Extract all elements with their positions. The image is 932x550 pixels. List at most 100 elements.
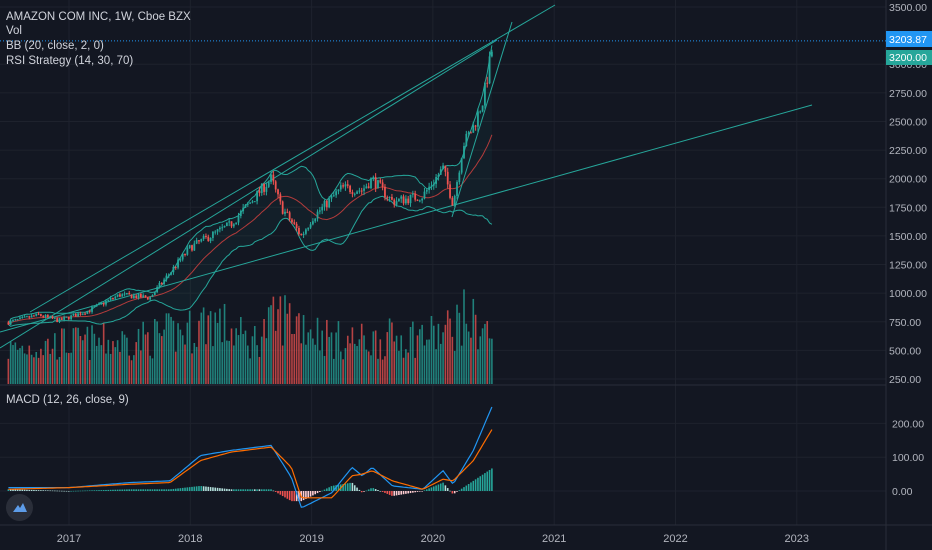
volume-bar xyxy=(135,342,138,384)
volume-bar xyxy=(167,313,170,384)
candle-body xyxy=(158,282,161,288)
volume-bar xyxy=(130,360,133,384)
volume-bar xyxy=(233,345,235,384)
macd-histogram-bar xyxy=(37,490,40,491)
volume-bar xyxy=(186,322,189,384)
volume-bar xyxy=(19,348,21,384)
volume-bar xyxy=(412,321,414,384)
macd-histogram-bar xyxy=(233,489,235,491)
macd-histogram-bar xyxy=(405,491,407,494)
macd-histogram-bar xyxy=(293,491,296,502)
volume-bar xyxy=(251,336,254,384)
macd-histogram-bar xyxy=(177,488,179,491)
volume-bar xyxy=(102,323,105,384)
candlestick-series xyxy=(7,49,493,326)
candle-body xyxy=(428,186,431,190)
volume-bar xyxy=(463,289,465,384)
macd-histogram-bar xyxy=(235,489,237,491)
volume-bar xyxy=(428,339,430,384)
macd-histogram-bar xyxy=(344,483,347,491)
volume-bar xyxy=(402,357,405,384)
volume-bar xyxy=(240,317,242,384)
volume-bar xyxy=(323,355,326,384)
macd-histogram-bar xyxy=(456,491,458,492)
candle-body xyxy=(9,320,12,325)
candle-body xyxy=(346,184,349,186)
volume-bar xyxy=(242,334,244,384)
macd-histogram-bar xyxy=(91,490,93,491)
macd-histogram-bar xyxy=(86,490,89,492)
trend-line xyxy=(29,4,556,313)
volume-bar xyxy=(400,335,403,384)
bollinger-lower-band xyxy=(8,195,493,327)
volume-bar xyxy=(449,318,451,384)
candle-body xyxy=(467,132,470,134)
tradingview-logo-icon[interactable] xyxy=(6,494,33,521)
volume-bar xyxy=(286,313,289,384)
volume-bar xyxy=(291,334,293,384)
volume-bar xyxy=(137,328,140,384)
time-tick-label: 2020 xyxy=(421,533,445,545)
candle-body xyxy=(26,316,28,318)
macd-histogram-bar xyxy=(446,488,449,491)
candle-body xyxy=(232,224,235,227)
macd-histogram-bar xyxy=(402,491,405,495)
macd-histogram-bar xyxy=(167,489,170,491)
candle-body xyxy=(323,200,326,207)
macd-histogram-bar xyxy=(291,491,293,502)
candle-body xyxy=(284,211,286,214)
candle-body xyxy=(309,224,312,228)
candle-body xyxy=(91,306,93,312)
candle-body xyxy=(81,313,84,315)
candle-body xyxy=(79,313,82,315)
indicator-bb-label: BB (20, close, 2, 0) xyxy=(6,40,104,52)
macd-histogram-bar xyxy=(54,490,56,492)
volume-bar xyxy=(256,345,258,384)
macd-histogram-bar xyxy=(33,490,35,491)
candle-body xyxy=(100,302,103,304)
candle-body xyxy=(112,297,114,299)
macd-histogram-bar xyxy=(61,490,63,492)
grid-lines xyxy=(0,0,886,525)
volume-bar xyxy=(49,353,51,384)
macd-histogram-bar xyxy=(98,490,100,491)
candle-body xyxy=(402,196,405,204)
macd-histogram-bar xyxy=(279,491,282,495)
candle-body xyxy=(44,315,47,317)
macd-histogram-bar xyxy=(102,490,105,491)
macd-histogram-bar xyxy=(121,489,124,491)
volume-bar xyxy=(147,332,149,384)
macd-histogram-bar xyxy=(349,482,351,491)
macd-histogram-bar xyxy=(416,491,419,492)
macd-histogram-bar xyxy=(449,490,451,492)
macd-histogram-bar xyxy=(356,487,358,491)
indicator-vol-label: Vol xyxy=(6,25,22,37)
volume-bar xyxy=(140,350,142,384)
candle-body xyxy=(437,174,440,178)
macd-histogram-bar xyxy=(16,489,19,491)
candle-body xyxy=(65,316,68,318)
volume-bar xyxy=(84,334,86,384)
volume-bar xyxy=(393,341,396,384)
candle-body xyxy=(458,172,461,183)
candle-body xyxy=(470,132,472,134)
macd-histogram-bar xyxy=(21,489,24,491)
volume-bar xyxy=(477,349,479,384)
volume-bar xyxy=(246,345,249,384)
volume-bar xyxy=(353,343,356,384)
volume-bar xyxy=(321,330,323,384)
macd-histogram-bar xyxy=(374,489,377,491)
candle-body xyxy=(435,177,437,184)
macd-histogram-bar xyxy=(386,491,389,494)
candle-body xyxy=(177,259,179,268)
candle-body xyxy=(430,185,433,187)
macd-histogram-bar xyxy=(47,490,49,492)
volume-bar xyxy=(179,329,182,384)
macd-histogram-bar xyxy=(142,489,144,491)
candle-body xyxy=(351,192,354,194)
macd-histogram-bar xyxy=(77,490,79,492)
volume-bars xyxy=(7,289,493,384)
candle-body xyxy=(465,133,468,147)
signal-line xyxy=(8,429,493,499)
candle-body xyxy=(305,229,307,234)
